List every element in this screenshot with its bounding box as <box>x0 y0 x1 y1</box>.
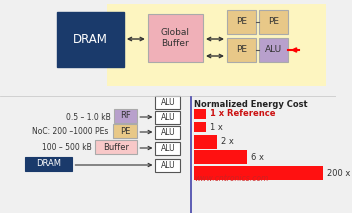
Text: 2 x: 2 x <box>221 138 234 147</box>
Bar <box>148 14 203 62</box>
Bar <box>57 12 124 67</box>
Bar <box>155 111 180 124</box>
Text: DRAM: DRAM <box>36 160 61 168</box>
Bar <box>155 142 180 155</box>
Text: 100 – 500 kB: 100 – 500 kB <box>42 144 92 153</box>
Bar <box>95 140 137 154</box>
Text: PE: PE <box>120 127 130 135</box>
Bar <box>195 109 206 119</box>
Text: RF: RF <box>120 111 131 121</box>
Text: 6 x: 6 x <box>251 153 264 161</box>
Text: 1 x Reference: 1 x Reference <box>210 109 275 118</box>
Text: ALU: ALU <box>161 113 175 122</box>
Text: PE: PE <box>268 17 279 26</box>
Bar <box>195 135 218 149</box>
Bar <box>155 159 180 172</box>
Bar <box>107 4 326 86</box>
Bar <box>227 38 256 62</box>
Bar <box>259 10 288 34</box>
Text: ALU: ALU <box>161 144 175 153</box>
Bar <box>114 109 137 123</box>
Bar <box>113 124 137 138</box>
Text: NoC: 200 –1000 PEs: NoC: 200 –1000 PEs <box>32 128 109 137</box>
Text: PE: PE <box>236 46 247 55</box>
Text: Normalized Energy Cost: Normalized Energy Cost <box>195 100 308 109</box>
Text: Buffer: Buffer <box>103 142 129 151</box>
Bar <box>195 150 247 164</box>
Bar <box>195 166 323 180</box>
Text: 1 x: 1 x <box>210 122 222 131</box>
Text: ALU: ALU <box>161 161 175 170</box>
Bar <box>195 122 206 132</box>
Text: PE: PE <box>236 17 247 26</box>
Text: 0.5 – 1.0 kB: 0.5 – 1.0 kB <box>66 112 111 121</box>
Text: ALU: ALU <box>161 128 175 137</box>
Text: Global
Buffer: Global Buffer <box>161 28 190 48</box>
Text: www.cntronics.com: www.cntronics.com <box>195 174 269 183</box>
Bar <box>259 38 288 62</box>
Bar <box>25 157 73 171</box>
Bar <box>227 10 256 34</box>
Text: ALU: ALU <box>161 98 175 107</box>
Text: DRAM: DRAM <box>73 33 108 46</box>
Bar <box>155 126 180 139</box>
Text: 200 x: 200 x <box>327 168 350 177</box>
Text: ALU: ALU <box>265 46 282 55</box>
Bar <box>155 96 180 109</box>
